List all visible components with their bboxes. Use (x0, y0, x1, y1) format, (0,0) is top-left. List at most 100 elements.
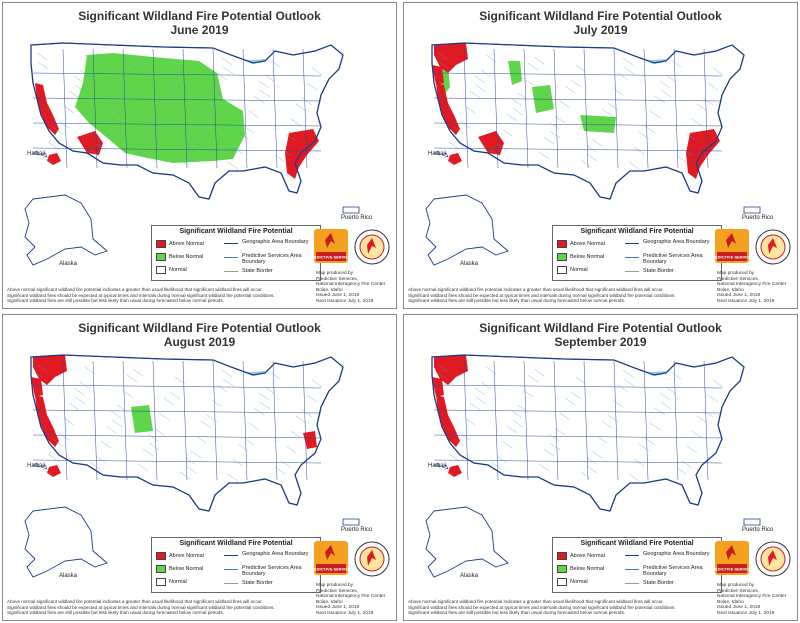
puerto-rico-outline (743, 518, 761, 526)
legend-title: Significant Wildland Fire Potential (580, 228, 694, 235)
alaska-label: Alaska (59, 573, 78, 579)
logo-text: PREDICTIVE SERVICES (313, 255, 349, 260)
us-outline-stroke (30, 354, 344, 512)
us-map (425, 42, 761, 266)
us-outline-stroke (431, 42, 745, 200)
footer-line: Above normal significant wildland fire p… (7, 287, 263, 292)
above-normal-area-northwest (434, 355, 468, 385)
above-normal-label: Above Normal (169, 553, 204, 559)
map-month: July 2019 (573, 23, 628, 37)
above-normal-label: Above Normal (570, 553, 605, 559)
map-title: Significant Wildland Fire Potential Outl… (479, 9, 722, 23)
state-boundaries (32, 360, 323, 482)
legend: Significant Wildland Fire Potential Abov… (552, 537, 722, 593)
above-normal-swatch (557, 240, 567, 248)
hawaii-label: Hawaii (428, 151, 447, 157)
below-normal-label: Below Normal (169, 254, 204, 260)
predictive-services-logo: PREDICTIVE SERVICES (714, 229, 750, 263)
geographic-boundary-label: Geographic Area Boundary (643, 239, 710, 245)
psa-boundary-line (224, 569, 238, 570)
credit-line: Next issuance July 1, 2019 (316, 298, 374, 304)
us-map (24, 42, 360, 266)
geographic-boundary-line (625, 555, 639, 556)
footer-notes: Above normal significant wildland fire p… (408, 599, 708, 616)
above-normal-swatch (156, 552, 166, 560)
nifc-seal (755, 541, 791, 577)
footer-notes: Above normal significant wildland fire p… (408, 287, 708, 304)
state-border-label: State Border (643, 268, 674, 274)
state-boundaries (433, 360, 724, 482)
credit-line: Predictive Services, (717, 276, 760, 282)
legend-title: Significant Wildland Fire Potential (179, 540, 293, 547)
alaska-outline (425, 506, 509, 578)
above-normal-swatch (557, 552, 567, 560)
above-normal-area-california (35, 83, 59, 135)
footer-line: Significant wildland fires are still pos… (408, 298, 626, 304)
normal-label: Normal (570, 267, 588, 273)
normal-swatch (156, 266, 166, 274)
normal-label: Normal (169, 267, 187, 273)
normal-swatch (557, 578, 567, 586)
credit-line: National Interagency Fire Center (316, 594, 386, 600)
alaska-outline (24, 506, 108, 578)
state-border-label: State Border (242, 268, 273, 274)
legend: Significant Wildland Fire Potential Abov… (151, 537, 321, 593)
below-normal-swatch (557, 253, 567, 261)
nifc-seal (354, 229, 390, 265)
above-normal-area-northwest (434, 43, 468, 73)
geographic-boundary-label: Geographic Area Boundary (242, 551, 309, 557)
state-border-line (625, 583, 639, 584)
footer-line: Above normal significant wildland fire p… (7, 599, 263, 604)
map-month: September 2019 (554, 335, 647, 349)
footer-line: Above normal significant wildland fire p… (408, 599, 664, 604)
psa-boundary-line (224, 257, 238, 258)
logo-text: PREDICTIVE SERVICES (714, 567, 750, 572)
map-title: Significant Wildland Fire Potential Outl… (479, 321, 722, 335)
outlook-map-panel: Significant Wildland Fire Potential Outl… (2, 314, 397, 621)
credit-line: Map produced by (316, 271, 354, 276)
map-month: June 2019 (170, 23, 229, 37)
legend: Significant Wildland Fire Potential Abov… (151, 225, 321, 281)
puerto-rico-label: Puerto Rico (742, 215, 774, 221)
legend: Significant Wildland Fire Potential Abov… (552, 225, 722, 281)
above-normal-area-hawaii (448, 465, 462, 477)
credit-line: Boise, Idaho (717, 599, 744, 605)
psa-boundary-line (625, 257, 639, 258)
us-outline-stroke (30, 42, 344, 200)
hawaii-islands (433, 150, 449, 158)
psa-boundary-label: Predictive Services Area Boundary (242, 253, 302, 265)
credit-block: Map produced by Predictive Services, Nat… (717, 583, 797, 617)
puerto-rico-label: Puerto Rico (341, 215, 373, 221)
below-normal-swatch (156, 565, 166, 573)
credit-block: Map produced by Predictive Services, Nat… (316, 271, 396, 305)
us-map (425, 354, 761, 578)
normal-label: Normal (570, 579, 588, 585)
alaska-label: Alaska (460, 261, 479, 267)
footer-line: Significant wildland fires should be exp… (7, 292, 275, 298)
map-title: Significant Wildland Fire Potential Outl… (78, 9, 321, 23)
above-normal-area-hawaii (448, 153, 462, 165)
us-outline (431, 354, 745, 512)
credit-line: Issued June 1, 2019 (717, 605, 761, 611)
alaska-label: Alaska (460, 573, 479, 579)
predictive-services-logo: PREDICTIVE SERVICES (714, 541, 750, 575)
puerto-rico-label: Puerto Rico (341, 527, 373, 533)
us-outline-stroke (431, 354, 745, 512)
credit-line: Predictive Services, (316, 588, 359, 594)
puerto-rico-outline (342, 206, 360, 214)
above-normal-area-hawaii (47, 465, 61, 477)
footer-line: Above normal significant wildland fire p… (408, 287, 664, 292)
below-normal-swatch (557, 565, 567, 573)
credit-line: Map produced by (717, 583, 755, 588)
puerto-rico-label: Puerto Rico (742, 527, 774, 533)
legend-title: Significant Wildland Fire Potential (179, 228, 293, 235)
credit-line: Next issuance July 1, 2019 (316, 610, 374, 616)
map-title: Significant Wildland Fire Potential Outl… (78, 321, 321, 335)
puerto-rico-outline (743, 206, 761, 214)
above-normal-label: Above Normal (169, 241, 204, 247)
above-normal-area-oregon-coast (31, 377, 43, 397)
footer-line: Significant wildland fires are still pos… (408, 610, 626, 616)
normal-swatch (156, 578, 166, 586)
geographic-boundary-line (224, 243, 238, 244)
